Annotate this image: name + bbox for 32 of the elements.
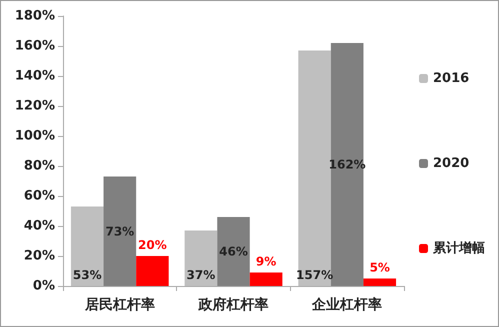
x-tick-label: 居民杠杆率	[84, 296, 155, 313]
data-label: 5%	[370, 260, 390, 274]
legend-label: 累计增幅	[432, 241, 485, 256]
bar	[250, 272, 282, 286]
y-tick-label: 100%	[14, 128, 55, 144]
y-tick-label: 20%	[24, 248, 55, 264]
bar	[298, 50, 331, 286]
legend-label: 2016	[433, 71, 470, 86]
legend-label: 2020	[433, 156, 470, 171]
data-label: 73%	[105, 224, 134, 238]
y-tick-label: 180%	[14, 8, 55, 24]
data-label: 37%	[186, 268, 216, 282]
data-label: 20%	[138, 238, 167, 252]
bar	[184, 230, 218, 286]
x-tick-label: 企业杠杆率	[311, 296, 382, 313]
y-tick-label: 140%	[14, 68, 55, 84]
bar	[70, 206, 104, 286]
y-tick-label: 160%	[14, 38, 55, 54]
y-tick-label: 120%	[14, 98, 55, 114]
x-tick-label: 政府杠杆率	[198, 296, 268, 313]
y-tick-label: 40%	[24, 218, 55, 234]
data-label: 53%	[72, 268, 102, 282]
y-tick-label: 0%	[32, 278, 55, 294]
bar	[104, 176, 136, 286]
data-label: 157%	[296, 268, 334, 282]
y-tick-label: 60%	[24, 188, 55, 204]
y-tick-label: 80%	[24, 158, 55, 174]
data-label: 9%	[256, 254, 276, 268]
bar	[136, 256, 169, 286]
bar	[217, 217, 250, 286]
bar	[363, 278, 396, 286]
data-label: 46%	[219, 244, 248, 258]
